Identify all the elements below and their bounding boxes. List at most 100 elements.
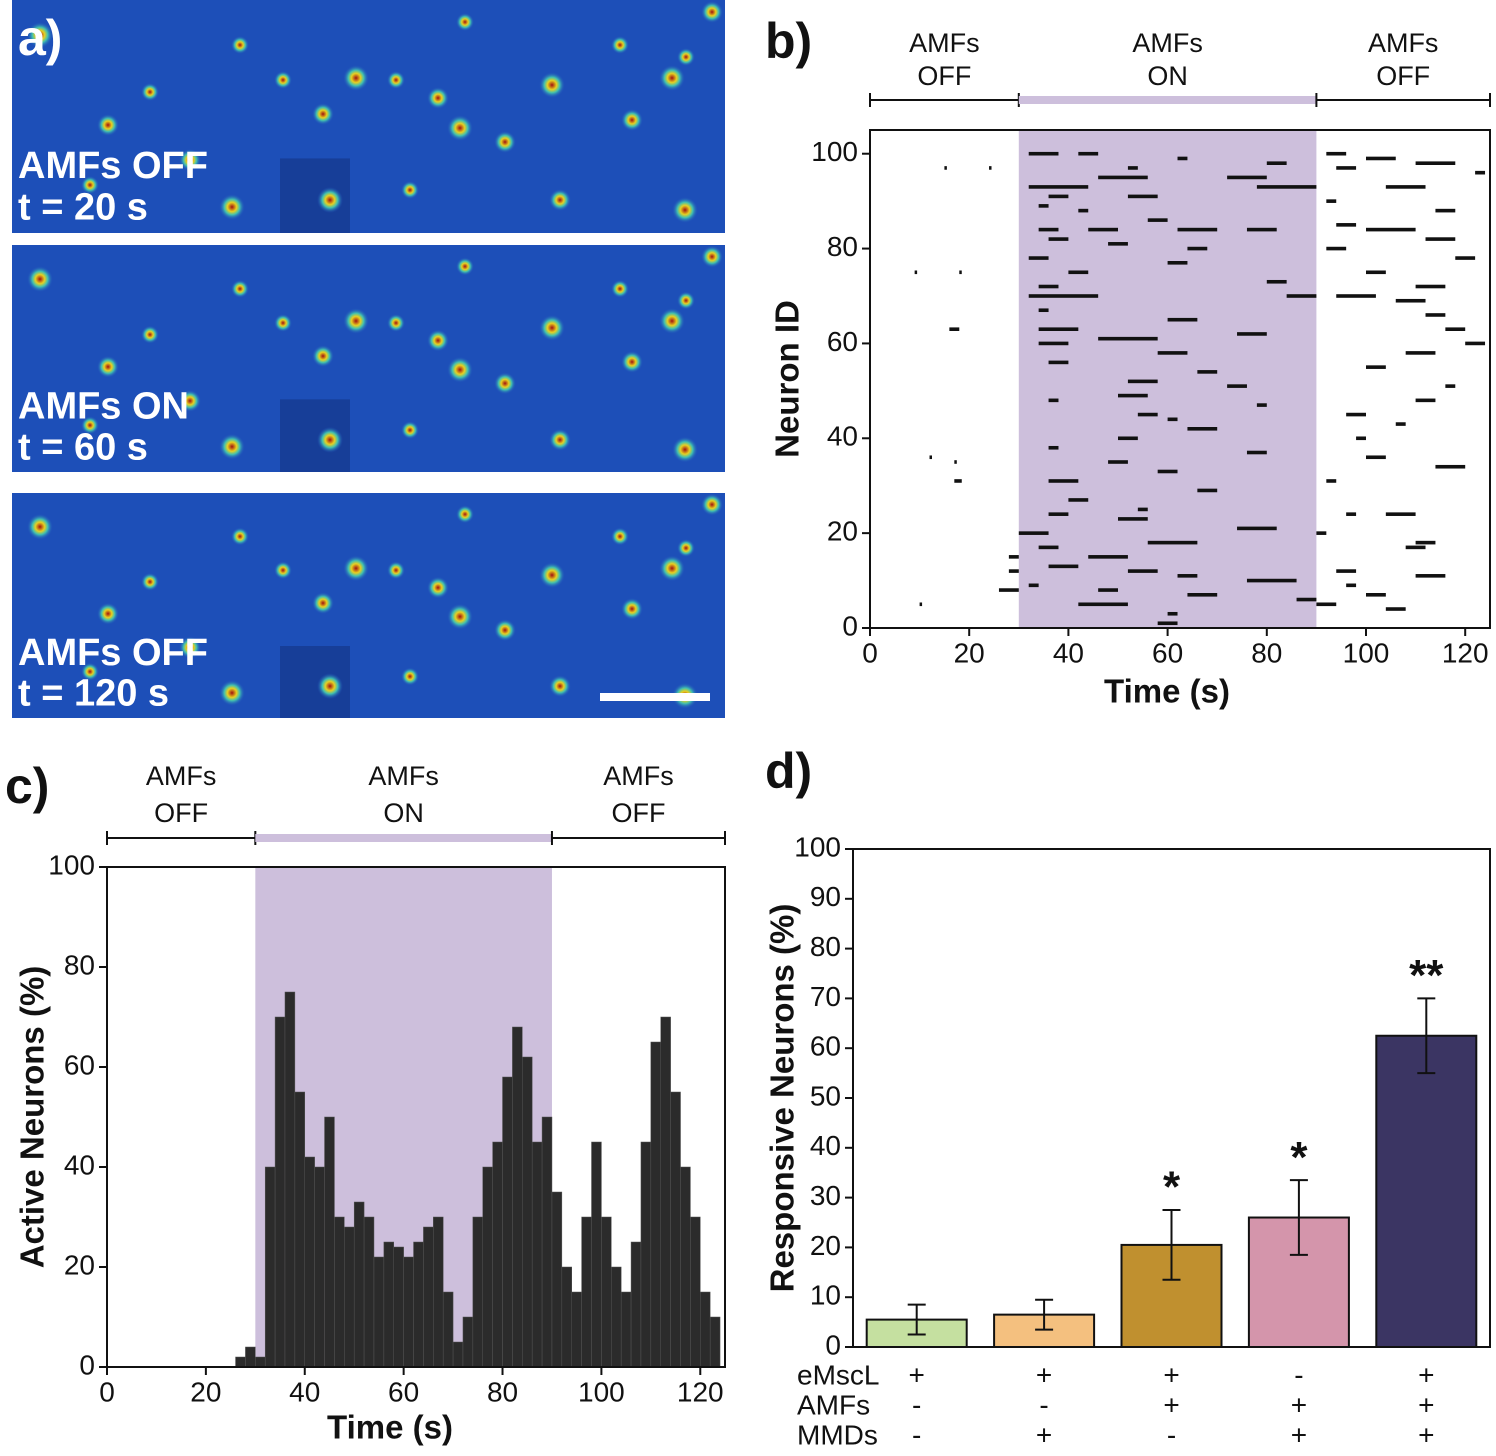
spike-train — [914, 270, 918, 275]
spike-train — [959, 270, 962, 275]
period-label: ON — [1147, 61, 1188, 91]
hist-bar — [512, 1026, 523, 1368]
spike-train — [1098, 336, 1158, 341]
spike-train — [1098, 588, 1118, 592]
cell — [427, 576, 449, 599]
period-bar — [255, 834, 552, 842]
spike-train — [1286, 294, 1317, 298]
hist-bar — [324, 1116, 335, 1368]
condition-sign: + — [1418, 1389, 1434, 1420]
spike-train — [1167, 317, 1198, 322]
y-tick-label: 60 — [827, 326, 858, 357]
cell — [343, 555, 369, 582]
cell — [456, 13, 474, 31]
y-tick-label: 80 — [810, 931, 841, 962]
x-tick-label: 100 — [1343, 637, 1390, 668]
hist-bar — [709, 1316, 721, 1368]
spike-train — [1326, 151, 1347, 156]
y-axis-title: Active Neurons (%) — [14, 966, 51, 1269]
spike-train — [1475, 170, 1486, 175]
condition-sign: + — [1163, 1359, 1179, 1390]
spike-train — [1366, 156, 1396, 161]
cell — [343, 65, 369, 91]
period-label: ON — [383, 798, 424, 828]
spike-train — [1336, 223, 1357, 227]
condition-sign: + — [1036, 1359, 1052, 1390]
spike-train — [1038, 327, 1079, 331]
cell — [401, 667, 419, 686]
cell — [274, 561, 292, 580]
x-tick-label: 80 — [1251, 637, 1282, 668]
spike-train — [1078, 602, 1128, 607]
panel-label: a) — [18, 10, 62, 66]
hist-bar — [472, 1216, 483, 1368]
period-label: OFF — [611, 798, 665, 828]
cell — [27, 22, 53, 48]
hist-bar — [591, 1141, 602, 1368]
spike-train — [1445, 384, 1456, 388]
spike-train — [1385, 607, 1406, 611]
condition-sign: - — [1294, 1359, 1303, 1390]
frame-time: t = 20 s — [18, 187, 148, 229]
cell — [387, 313, 405, 332]
y-tick-label: 0 — [825, 1329, 841, 1360]
hist-bar — [630, 1241, 642, 1368]
spike-train — [1177, 574, 1198, 578]
y-tick-label: 20 — [827, 516, 858, 547]
spike-train — [1395, 298, 1426, 303]
y-tick-label: 100 — [794, 831, 841, 862]
x-tick-label: 120 — [1442, 637, 1489, 668]
cell — [494, 131, 516, 153]
spike-train — [1068, 270, 1089, 275]
scale-bar — [600, 693, 710, 701]
hist-bar — [294, 1091, 306, 1368]
spike-train — [944, 166, 947, 170]
condition-sign: + — [1036, 1419, 1052, 1450]
cell — [677, 291, 695, 310]
cell — [611, 279, 629, 298]
panel-label: d) — [765, 743, 812, 799]
spike-train — [1266, 161, 1287, 165]
spike-train — [1366, 365, 1386, 369]
cell — [549, 675, 571, 698]
cell — [27, 513, 53, 540]
cell — [611, 527, 629, 546]
spike-train — [1048, 479, 1079, 483]
hist-bar — [433, 1216, 444, 1368]
spike-train — [1336, 569, 1357, 573]
frame-condition: AMFs OFF — [18, 632, 208, 674]
condition-sign: - — [912, 1389, 921, 1420]
condition-sign: - — [912, 1419, 921, 1450]
spike-train — [1455, 256, 1476, 260]
hist-bar — [680, 1166, 691, 1368]
cell — [274, 313, 292, 332]
spike-train — [1385, 512, 1416, 516]
cell — [672, 197, 698, 223]
frame-condition: AMFs OFF — [18, 145, 208, 187]
hist-bar — [640, 1141, 652, 1368]
cell — [401, 421, 419, 440]
spike-train — [1385, 185, 1426, 189]
panel-label: b) — [765, 13, 812, 69]
x-tick-label: 60 — [388, 1376, 419, 1407]
hist-bar — [423, 1226, 434, 1368]
hist-bar — [393, 1246, 404, 1368]
cell — [549, 428, 571, 451]
significance: ** — [1409, 951, 1444, 1000]
period-label: OFF — [154, 798, 208, 828]
spike-train — [1336, 166, 1357, 170]
spike-train — [1237, 526, 1277, 531]
spike-train — [1157, 621, 1178, 626]
hist-bar — [284, 991, 296, 1368]
y-tick-label: 0 — [79, 1349, 95, 1380]
plot-frame — [869, 129, 1491, 629]
period-label: AMFs — [603, 761, 674, 791]
y-tick-label: 60 — [64, 1049, 95, 1080]
cell — [621, 597, 643, 620]
spike-train — [1088, 227, 1118, 232]
x-tick-label: 20 — [954, 637, 985, 668]
spike-train — [1256, 403, 1267, 407]
period-bar — [1018, 96, 1317, 104]
hist-bar — [363, 1216, 375, 1368]
spike-train — [1246, 227, 1277, 232]
